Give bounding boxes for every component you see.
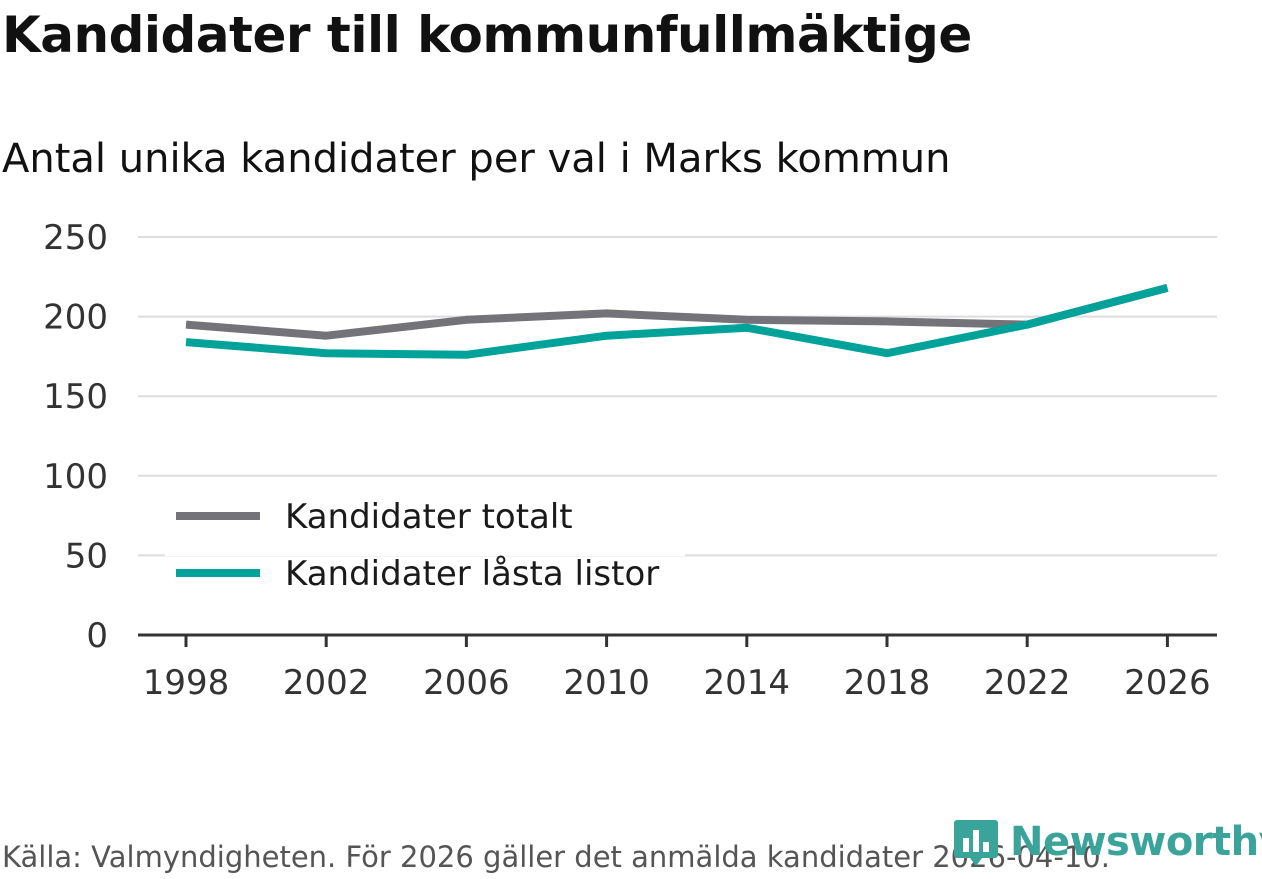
legend: Kandidater totalt Kandidater låsta listor — [165, 490, 685, 594]
chart-title: Kandidater till kommunfullmäktige — [2, 6, 972, 64]
newsworthy-logo: Newsworthy — [952, 818, 1262, 866]
legend-label: Kandidater låsta listor — [285, 554, 659, 594]
x-axis — [138, 633, 1217, 647]
x-tick-label: 2006 — [423, 663, 510, 703]
x-tick-label: 1998 — [143, 663, 230, 703]
chart-subtitle: Antal unika kandidater per val i Marks k… — [2, 136, 951, 182]
series-line-kandidater-lasta-listor — [185, 284, 1169, 359]
x-tick-label: 2014 — [704, 663, 791, 703]
y-tick-label: 100 — [43, 457, 108, 497]
legend-background — [165, 490, 685, 556]
y-tick-label: 50 — [65, 536, 108, 576]
series-line-kandidater-totalt — [185, 284, 1169, 340]
y-tick-label: 0 — [86, 616, 108, 656]
source-note: Källa: Valmyndigheten. För 2026 gäller d… — [2, 840, 1110, 874]
y-axis-tick-labels: 0 50 100 150 200 250 — [43, 218, 108, 656]
series-lines — [185, 284, 1169, 359]
y-tick-label: 250 — [43, 218, 108, 258]
x-axis-tick-labels: 1998 2002 2006 2010 2014 2018 2022 2026 — [143, 663, 1211, 703]
legend-label: Kandidater totalt — [285, 497, 573, 537]
x-tick-label: 2026 — [1124, 663, 1211, 703]
y-tick-label: 200 — [43, 298, 108, 338]
y-tick-label: 150 — [43, 377, 108, 417]
brand-name: Newsworthy — [1010, 819, 1262, 865]
x-tick-label: 2018 — [844, 663, 931, 703]
x-tick-label: 2010 — [563, 663, 650, 703]
x-tick-label: 2002 — [283, 663, 370, 703]
x-tick-label: 2022 — [984, 663, 1071, 703]
bar-chart-icon — [954, 820, 998, 866]
